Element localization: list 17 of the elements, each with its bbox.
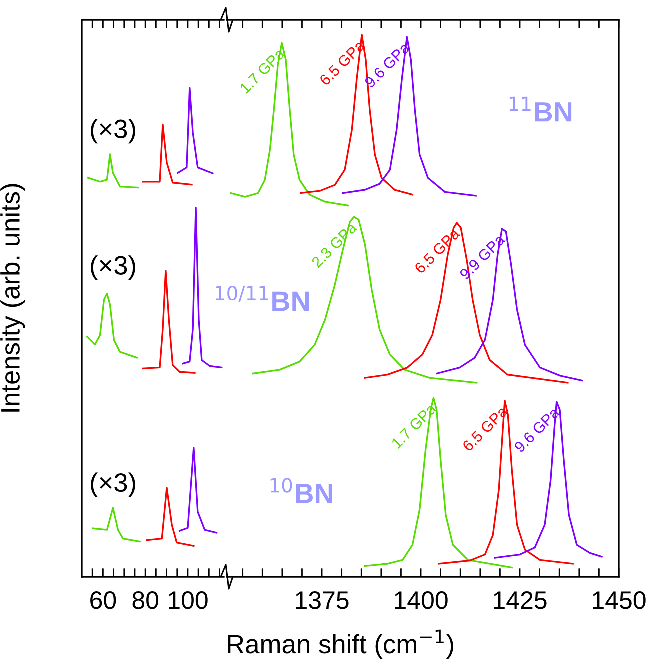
annotation: $^{10/11}$BN [216,286,309,312]
x-tick-label: 100 [169,592,208,610]
annotation: (×3) [91,119,136,144]
text: 6.5 GPa [414,228,461,274]
y-axis-title: Intensity (arb. units) [0,184,26,412]
annotation: $^{10}$BN [270,478,332,504]
x-tick-label: 60 [90,592,116,610]
x-tick-label: 1450 [593,592,646,610]
x-tick-label: 1400 [395,592,448,610]
annotation: (×3) [91,472,136,498]
x-axis-title: Raman shift (cm$^{−1}$) [228,630,454,659]
annotation: (×3) [91,256,136,280]
annotation: $^{11}$BN [510,96,572,122]
x-tick-label: 80 [132,592,159,610]
x-tick-label: 1425 [494,592,547,610]
x-tick-label: 1375 [296,592,349,610]
text: 9.6 GPa [514,406,561,454]
